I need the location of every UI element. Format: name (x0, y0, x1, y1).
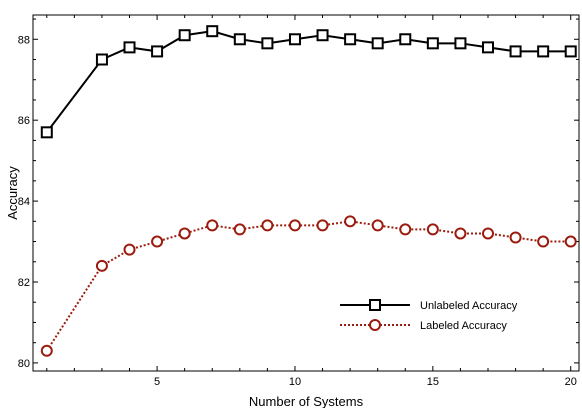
series-layer (40, 25, 577, 357)
data-point-unlabeled-accuracy (316, 29, 329, 42)
data-point-unlabeled-accuracy (261, 37, 274, 50)
legend-marker-unlabeled (369, 299, 381, 311)
data-point-labeled-accuracy (288, 219, 301, 232)
data-point-unlabeled-accuracy (399, 33, 412, 46)
data-point-unlabeled-accuracy (233, 33, 246, 46)
data-point-labeled-accuracy (261, 219, 274, 232)
data-point-labeled-accuracy (233, 223, 246, 236)
data-point-unlabeled-accuracy (178, 29, 191, 42)
data-point-unlabeled-accuracy (426, 37, 439, 50)
y-tick-label-80: 80 (18, 358, 30, 370)
data-point-labeled-accuracy (509, 231, 522, 244)
data-point-labeled-accuracy (151, 235, 164, 248)
data-point-labeled-accuracy (206, 219, 219, 232)
data-point-labeled-accuracy (344, 215, 357, 228)
data-point-unlabeled-accuracy (344, 33, 357, 46)
data-point-labeled-accuracy (454, 227, 467, 240)
x-axis-label: Number of Systems (249, 394, 364, 408)
data-point-unlabeled-accuracy (537, 45, 550, 58)
data-point-labeled-accuracy (482, 227, 494, 240)
data-point-unlabeled-accuracy (564, 45, 577, 58)
data-point-labeled-accuracy (123, 243, 136, 256)
data-point-unlabeled-accuracy (371, 37, 384, 50)
axis-ticks: 5 10 15 20 80 82 84 86 88 (18, 15, 579, 388)
data-point-unlabeled-accuracy (40, 126, 53, 139)
x-tick-label-15: 15 (427, 376, 439, 388)
data-point-unlabeled-accuracy (123, 41, 136, 54)
data-point-unlabeled-accuracy (95, 53, 108, 66)
x-tick-label-20: 20 (565, 376, 577, 388)
data-point-unlabeled-accuracy (151, 45, 164, 58)
data-point-labeled-accuracy (371, 219, 384, 232)
legend-label-labeled: Labeled Accuracy (420, 320, 507, 332)
legend: Unlabeled Accuracy Labeled Accuracy (340, 299, 518, 332)
legend-label-unlabeled: Unlabeled Accuracy (420, 300, 518, 312)
data-point-labeled-accuracy (95, 259, 108, 272)
x-tick-label-10: 10 (289, 376, 301, 388)
data-point-labeled-accuracy (426, 223, 439, 236)
data-point-unlabeled-accuracy (509, 45, 522, 58)
data-point-labeled-accuracy (40, 344, 53, 357)
y-tick-label-86: 86 (18, 115, 30, 127)
data-point-unlabeled-accuracy (288, 33, 301, 46)
data-point-labeled-accuracy (178, 227, 191, 240)
y-tick-label-84: 84 (18, 196, 30, 208)
data-point-labeled-accuracy (537, 235, 550, 248)
y-axis-label: Accuracy (5, 166, 20, 220)
data-point-unlabeled-accuracy (206, 25, 219, 38)
y-tick-label-82: 82 (18, 277, 30, 289)
data-point-unlabeled-accuracy (482, 41, 494, 54)
data-point-labeled-accuracy (564, 235, 577, 248)
plot-frame (32, 14, 580, 372)
data-point-labeled-accuracy (399, 223, 412, 236)
data-point-unlabeled-accuracy (454, 37, 467, 50)
data-point-labeled-accuracy (316, 219, 329, 232)
y-tick-label-88: 88 (18, 34, 30, 46)
x-tick-label-5: 5 (154, 376, 160, 388)
legend-marker-labeled (369, 319, 381, 331)
